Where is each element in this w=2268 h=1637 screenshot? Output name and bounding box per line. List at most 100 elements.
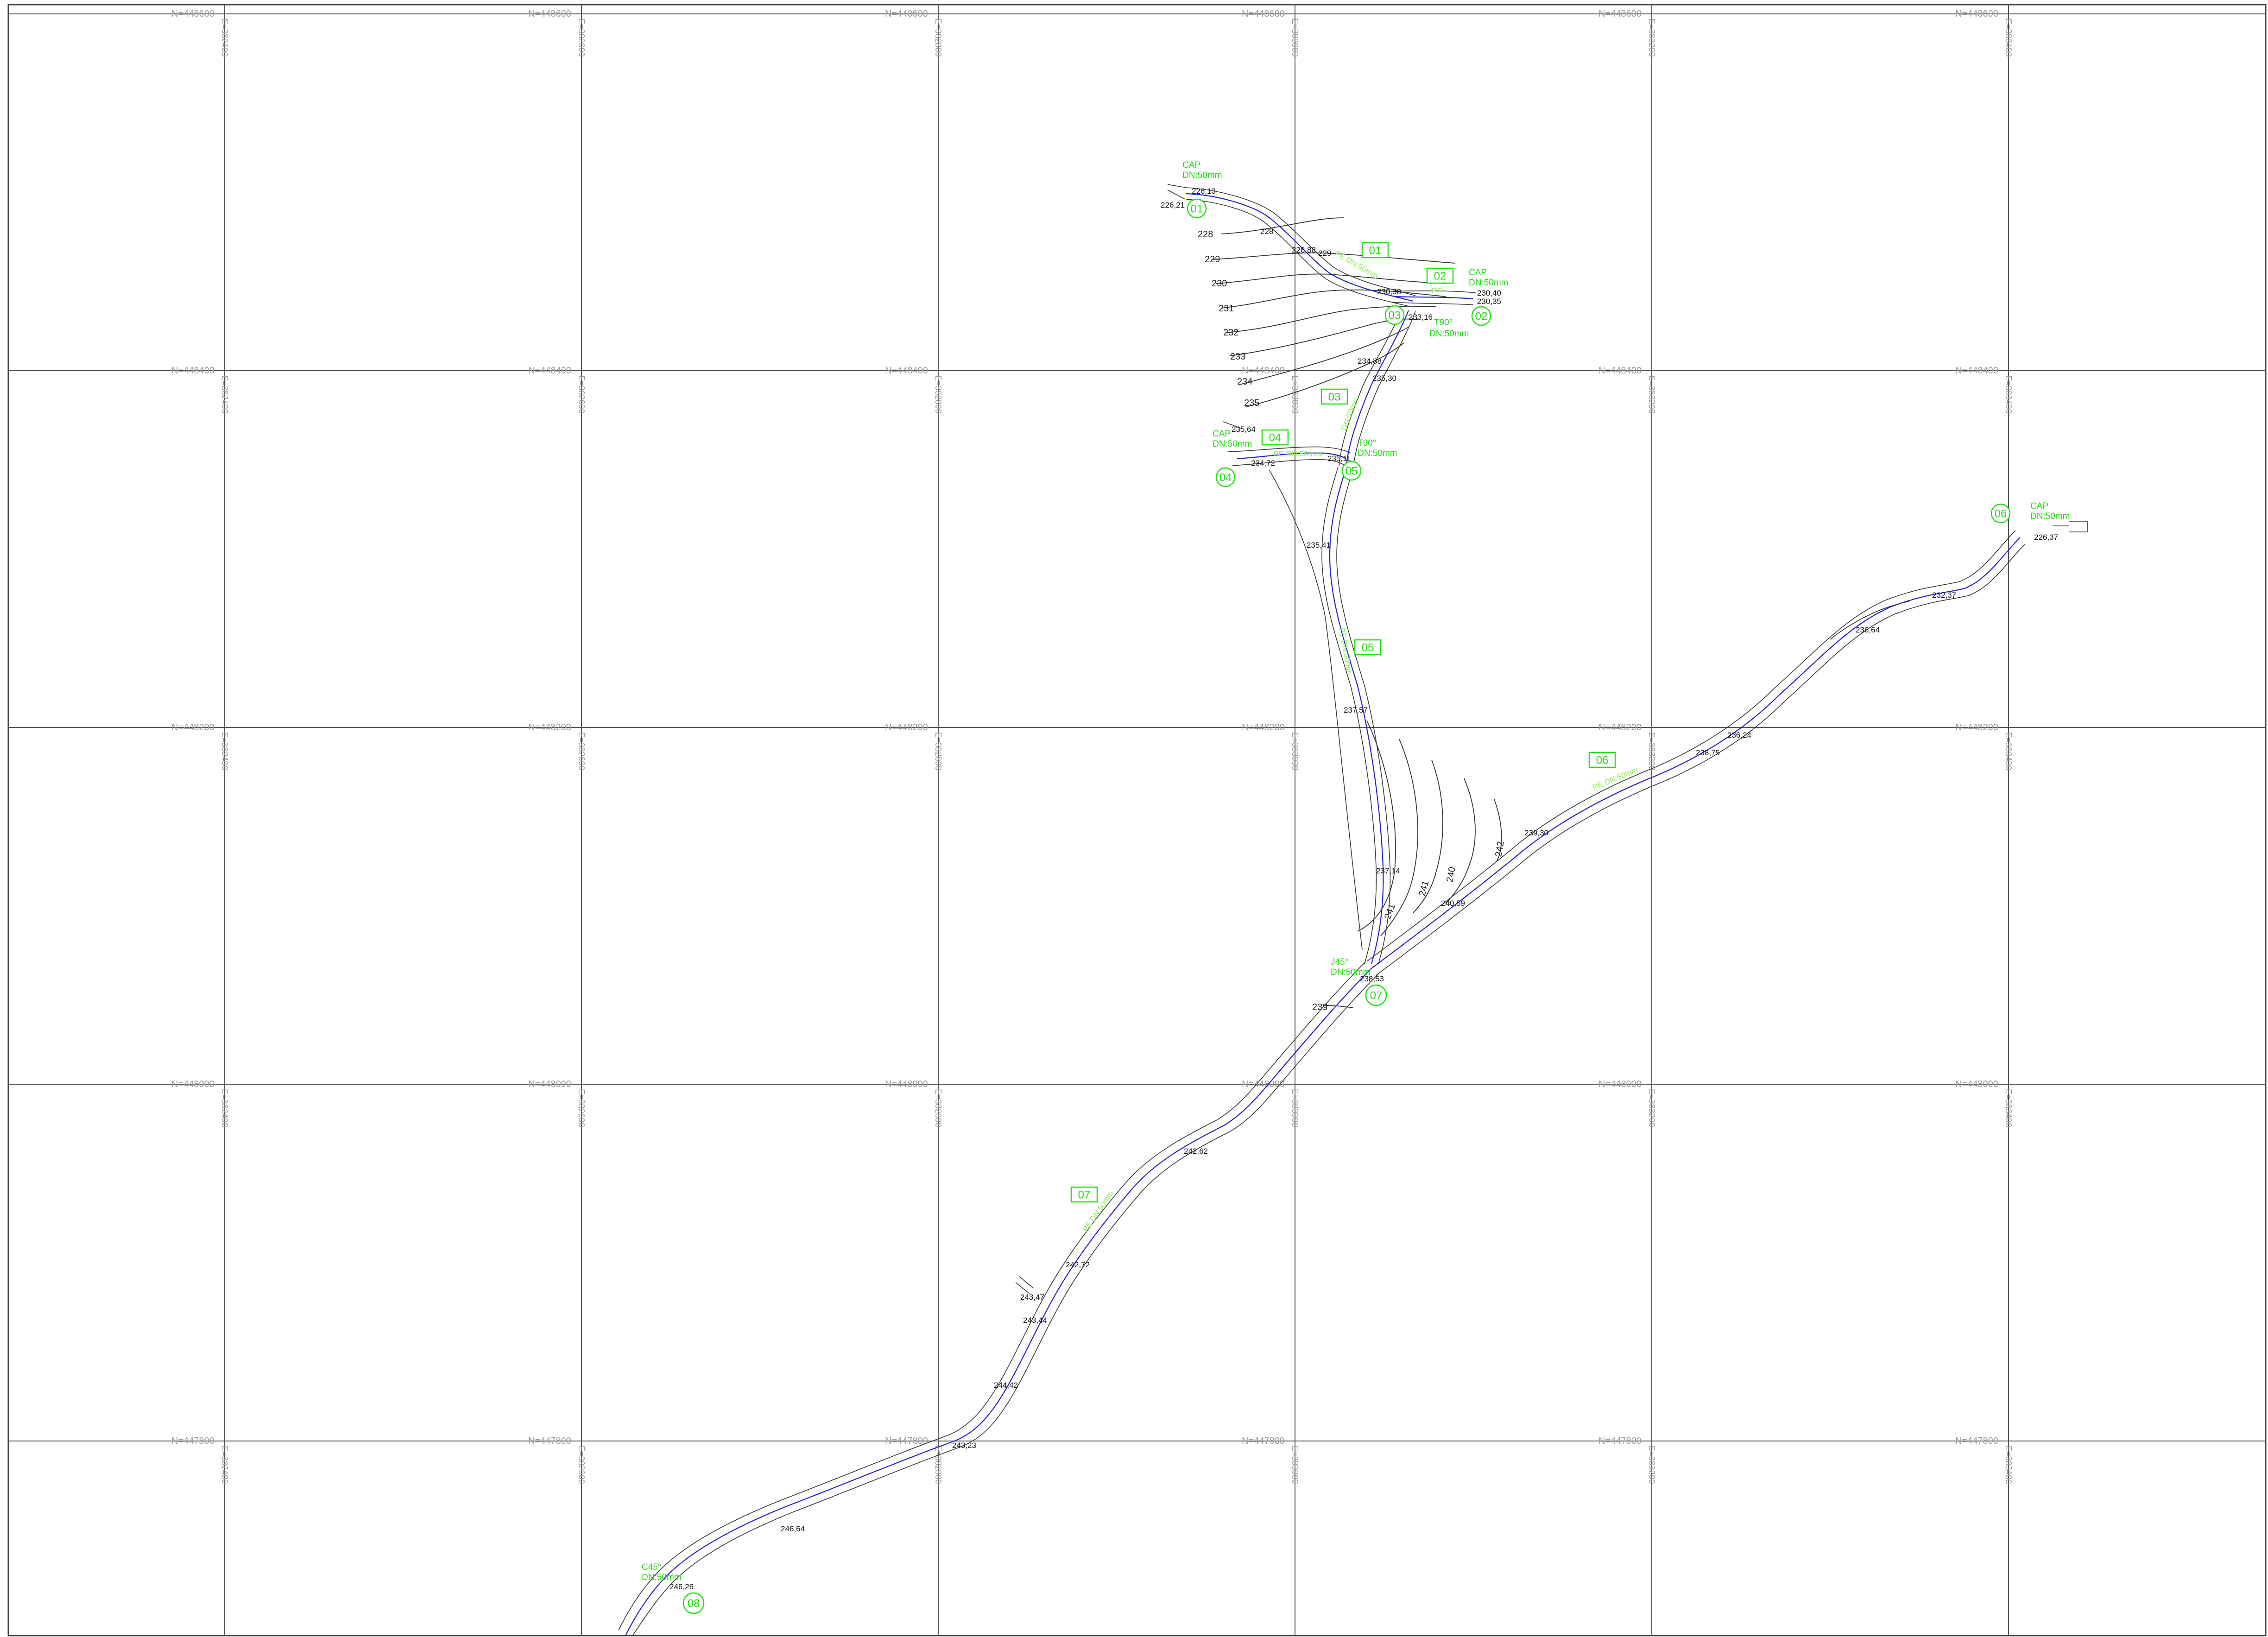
easting-label: E=383200 [1647, 732, 1656, 771]
contour-line [1325, 1005, 1353, 1008]
node-06-label: 06 [1995, 508, 2007, 520]
elevation-label: 237,57 [1344, 706, 1368, 714]
easting-label: E=383400 [2004, 375, 2013, 414]
elevation-label: 236,24 [1727, 731, 1751, 739]
northing-label: N=448600 [171, 9, 215, 19]
contour-line [1220, 217, 1344, 234]
northing-label: N=448600 [885, 9, 928, 19]
easting-label: E=383400 [2004, 19, 2013, 57]
easting-label: E=383000 [1290, 1089, 1300, 1127]
node-01-label: 01 [1191, 203, 1203, 215]
elevation-label: 238,53 [1360, 974, 1384, 983]
pipe-segment-06-edge [1376, 544, 2025, 976]
northing-label: N=448200 [885, 722, 928, 733]
contour-label: 241 [1417, 879, 1431, 897]
pipe-segment-04-edge [1227, 446, 1351, 454]
pipe-note-06: PE DN:50mm [1591, 765, 1639, 792]
elevation-label: 246,64 [781, 1524, 805, 1533]
easting-label: E=382600 [577, 375, 586, 414]
elevation-labels: 226,21 226,13 228 228,88 229 230,38 230,… [670, 187, 2058, 1591]
segment-02-box [1426, 267, 1454, 284]
contour-line [1216, 273, 1446, 284]
contour-line [1357, 720, 1396, 932]
node-06-note: DN:50mm [2030, 512, 2070, 521]
elevation-label: 243,47 [1020, 1293, 1044, 1302]
easting-label: E=382800 [934, 19, 943, 57]
segment-07-label: 07 [1078, 1189, 1091, 1201]
node-08-circle [682, 1592, 705, 1614]
node-01-circle [1187, 198, 1207, 219]
pipe-segment-02-edge [1394, 290, 1476, 293]
pipe-segment-05-edge [1321, 467, 1377, 964]
node-04-label: 04 [1219, 472, 1232, 484]
pipe-segment-07-edge [618, 962, 1365, 1631]
pipe-annotations: PE DN:50mm PE DN:50mm PE DN:50mm PE DN:5… [1081, 249, 1639, 1233]
elevation-label: 226,21 [1161, 201, 1185, 209]
elevation-label: 230,40 [1477, 289, 1501, 297]
fitting-notes: CAP DN:50mm CAP DN:50mm T90° DN:50mm CAP… [642, 160, 2070, 1582]
elevation-label: 239,30 [1524, 828, 1548, 837]
pipe-segment-06 [1371, 537, 2021, 969]
elevation-label: 232,37 [1932, 591, 1956, 600]
easting-label: E=382400 [220, 1089, 229, 1127]
pipe-segment-03-edge [1352, 311, 1416, 471]
elevation-label: 240,59 [1441, 899, 1465, 908]
easting-label: E=383200 [1647, 1089, 1656, 1127]
coordinate-grid [8, 5, 2266, 1636]
easting-label: E=383000 [1290, 732, 1300, 771]
contour-labels: 228 229 230 231 232 233 234 235 239 241 … [1198, 229, 1506, 1012]
elevation-label: 230,35 [1477, 297, 1501, 306]
easting-label: E=382800 [934, 375, 943, 414]
pipe-segment-06-edge [1830, 601, 1909, 640]
pipe-note-02: PE [1432, 286, 1442, 295]
northing-label: N=448200 [1242, 722, 1285, 733]
northing-label: N=448000 [1242, 1079, 1285, 1089]
pipe-segment-04 [1237, 452, 1346, 460]
node-02-label: 02 [1475, 310, 1488, 323]
contour-label: 233 [1230, 352, 1245, 362]
pipe-segment-04-edge [1232, 459, 1345, 466]
pipe-segment-07 [625, 968, 1372, 1636]
northing-label: N=448400 [1955, 366, 1998, 376]
northing-label: N=448400 [528, 366, 571, 376]
northing-label: N=447800 [528, 1436, 571, 1446]
easting-label: E=383200 [1647, 19, 1656, 57]
segment-02-label: 02 [1434, 270, 1447, 283]
segment-01-label: 01 [1369, 245, 1382, 257]
northing-label: N=448600 [1955, 9, 1998, 19]
pipe-segment-05 [1329, 468, 1384, 964]
northing-label: N=448200 [1955, 722, 1998, 733]
pipe-segment-07-edge [632, 973, 1379, 1636]
node-07-note: J45° [1331, 957, 1348, 967]
node-07-note: DN:50mm [1331, 967, 1371, 977]
elevation-label: 234,72 [1251, 459, 1275, 468]
easting-label: E=383000 [1290, 1446, 1300, 1484]
elevation-label: 242,72 [1066, 1260, 1090, 1269]
pipe-note-04: PE DN:50mm [1273, 449, 1321, 458]
northing-label: N=448200 [1598, 722, 1642, 733]
contour-label: 235 [1244, 398, 1259, 408]
elevation-label: 235,30 [1372, 374, 1396, 383]
elevation-label: 238,75 [1696, 748, 1720, 757]
northing-label: N=448000 [1598, 1079, 1642, 1089]
segment-04-label: 04 [1269, 432, 1282, 444]
pipe-network [618, 187, 2025, 1636]
pipe-segment-06-edge [1366, 530, 2016, 962]
pipe-segment-01-edge [1186, 187, 1416, 296]
northing-label: N=447800 [1242, 1436, 1285, 1446]
node-01-note: DN:50mm [1182, 171, 1222, 180]
node-04-note: CAP [1213, 429, 1231, 439]
node-05-note: T90° [1358, 438, 1376, 448]
contour-line [1445, 778, 1476, 904]
elevation-label: 228,88 [1292, 246, 1316, 254]
segment-06-label: 06 [1596, 754, 1609, 767]
contour-label: 231 [1219, 303, 1234, 314]
node-03-circle [1384, 305, 1405, 325]
elevation-label: 234,88 [1358, 357, 1382, 366]
node-06-note: CAP [2030, 501, 2048, 511]
northing-label: N=448000 [885, 1079, 928, 1089]
easting-label: E=382400 [220, 375, 229, 414]
easting-label: E=382800 [934, 1446, 943, 1484]
easting-label: E=382600 [577, 1089, 586, 1127]
node-08-note: DN:50mm [642, 1573, 682, 1582]
